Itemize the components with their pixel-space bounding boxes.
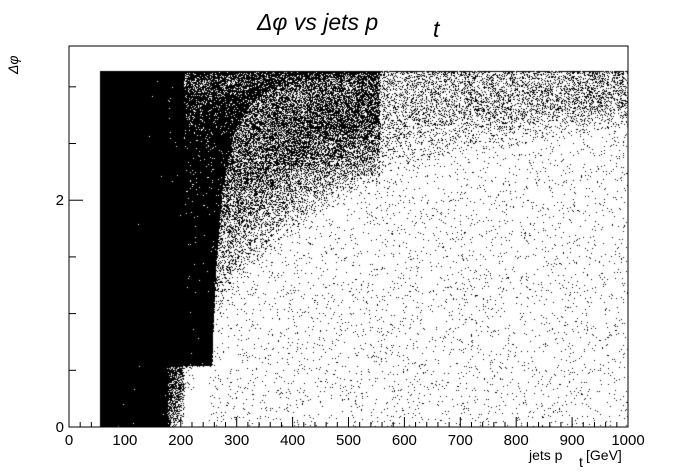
y-tick-label: 2 (56, 192, 64, 209)
x-tick-label: 400 (280, 432, 305, 449)
chart-title-main: Δφ vs jets p (256, 9, 378, 35)
x-tick-label: 1000 (611, 432, 644, 449)
x-tick-label: 500 (336, 432, 361, 449)
x-tick-label: 700 (448, 432, 473, 449)
x-tick-label: 800 (504, 432, 529, 449)
scatter-points (69, 46, 628, 427)
x-tick-label: 600 (392, 432, 417, 449)
y-axis-title: Δφ (5, 55, 21, 75)
chart-title-subscript: t (433, 16, 441, 42)
x-axis-title-subscript: t (579, 454, 583, 470)
x-tick-label: 900 (560, 432, 585, 449)
x-tick-label: 100 (112, 432, 137, 449)
x-tick-label: 200 (168, 432, 193, 449)
x-axis-title: jets p t [GeV] (528, 447, 622, 470)
x-axis-title-main: jets p (528, 447, 563, 463)
chart-title: Δφ vs jets p t (256, 9, 441, 42)
x-tick-label: 300 (224, 432, 249, 449)
x-axis-title-unit: [GeV] (586, 447, 622, 463)
x-tick-label: 0 (65, 432, 73, 449)
y-tick-label: 0 (56, 419, 64, 436)
